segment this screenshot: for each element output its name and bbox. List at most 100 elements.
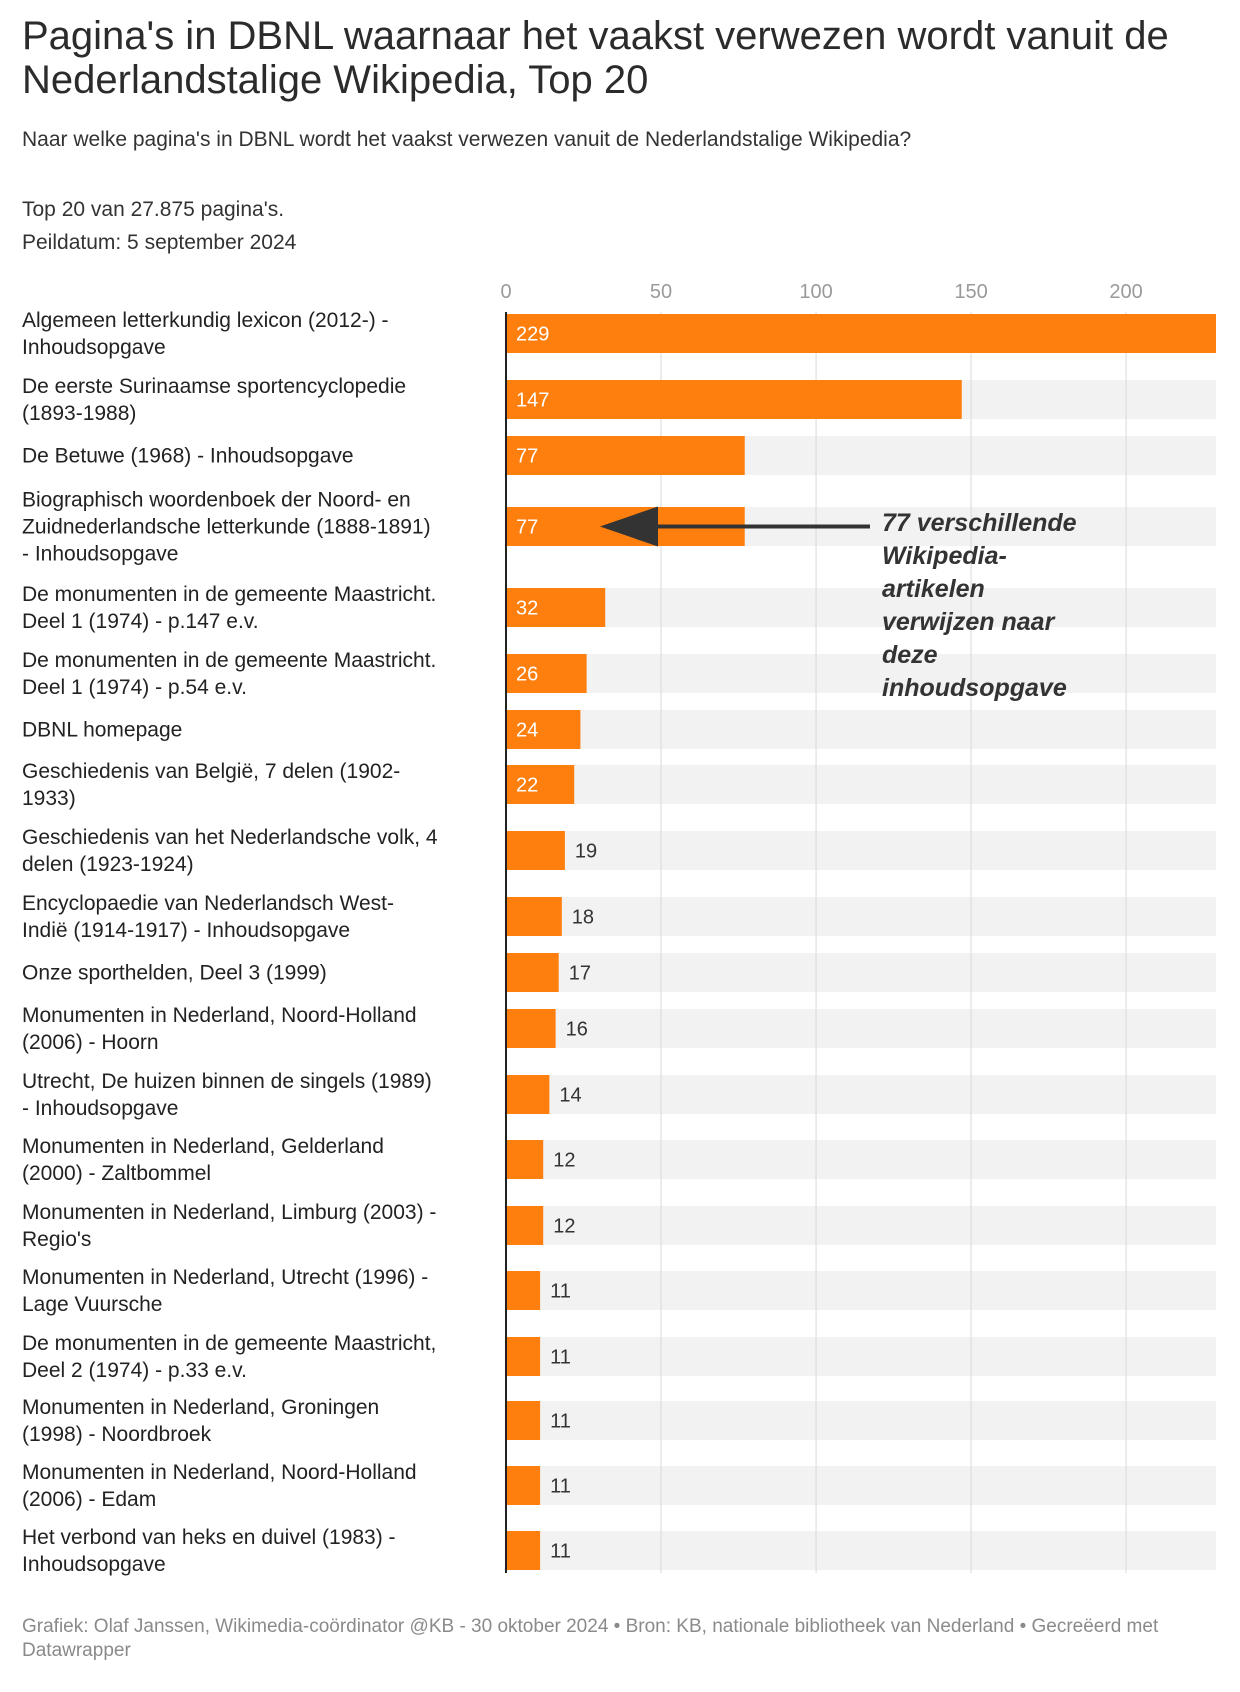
bar-value-label-10: 18 [572,907,594,929]
x-tick-label-150: 150 [954,281,987,303]
bar-track-14 [506,1140,1216,1179]
category-label-line: De monumenten in de gemeente Maastricht. [22,649,436,672]
category-label-line: DBNL homepage [22,719,182,742]
annotation-text-line: verwijzen naar [882,608,1056,636]
annotation-text: 77 verschillende Wikipedia-artikelen verwi… [882,509,1077,702]
bar-8 [506,765,575,804]
chart-note-top20: Top 20 van 27.875 pagina's. [22,198,285,221]
bar-6 [506,654,587,693]
bar-11 [506,953,559,992]
category-label-line: De monumenten in de gemeente Maastricht, [22,1332,436,1355]
category-label-line: Monumenten in Nederland, Utrecht (1996) … [22,1266,428,1289]
category-label-11: Onze sporthelden, Deel 3 (1999) [22,962,327,985]
bar-10 [506,897,562,936]
category-label-line: (2000) - Zaltbommel [22,1162,211,1185]
bar-value-label-1: 229 [516,324,549,346]
category-label-16: Monumenten in Nederland, Utrecht (1996) … [22,1266,428,1316]
bar-2 [506,380,962,419]
category-label-line: (1893-1988) [22,402,136,425]
x-tick-label-200: 200 [1109,281,1142,303]
category-label-8: Geschiedenis van België, 7 delen (1902- 1… [22,760,400,810]
annotation-text-line: 77 verschillende [882,509,1077,537]
bar-7 [506,710,581,749]
category-label-18: Monumenten in Nederland, Groningen (1998)… [22,1396,379,1446]
annotation-text-line: artikelen [882,575,985,603]
category-label-line: Zuidnederlandsche letterkunde (1888-1891… [22,516,431,539]
chart-subtitle: Naar welke pagina's in DBNL wordt het va… [22,128,912,151]
bar-15 [506,1206,544,1245]
bar-track-18 [506,1401,1216,1440]
category-label-line: Deel 1 (1974) - p.147 e.v. [22,610,259,633]
bar-track-5 [506,588,1216,627]
bar-value-label-19: 11 [550,1476,571,1498]
category-label-line: Monumenten in Nederland, Groningen [22,1396,379,1419]
category-label-line: (1998) - Noordbroek [22,1423,212,1446]
bar-value-label-12: 16 [566,1019,588,1041]
bar-value-label-20: 11 [550,1541,571,1563]
bar-value-label-14: 12 [553,1150,575,1172]
bar-9 [506,831,565,870]
category-label-line: De eerste Surinaamse sportencyclopedie [22,375,406,398]
category-label-line: Monumenten in Nederland, Gelderland [22,1135,384,1158]
category-label-7: DBNL homepage [22,719,182,742]
bar-value-label-8: 22 [516,775,538,797]
bar-track-16 [506,1271,1216,1310]
category-label-line: Het verbond van heks en duivel (1983) - [22,1526,396,1549]
bar-1 [506,314,1216,353]
category-label-line: - Inhoudsopgave [22,1097,178,1120]
category-label-20: Het verbond van heks en duivel (1983) - I… [22,1526,396,1576]
category-label-line: Inhoudsopgave [22,336,166,359]
category-label-12: Monumenten in Nederland, Noord-Holland (2… [22,1004,417,1054]
category-label-line: Geschiedenis van België, 7 delen (1902- [22,760,400,783]
category-label-line: Algemeen letterkundig lexicon (2012-) - [22,309,389,332]
x-tick-label-0: 0 [500,281,511,303]
category-label-13: Utrecht, De huizen binnen de singels (19… [22,1070,432,1120]
category-label-line: Utrecht, De huizen binnen de singels (19… [22,1070,432,1093]
bar-track-13 [506,1075,1216,1114]
bar-value-label-5: 32 [516,598,538,620]
category-label-6: De monumenten in de gemeente Maastricht.… [22,649,436,699]
bar-track-19 [506,1466,1216,1505]
x-tick-label-50: 50 [650,281,672,303]
bar-value-label-17: 11 [550,1347,571,1369]
bar-13 [506,1075,550,1114]
category-label-15: Monumenten in Nederland, Limburg (2003) … [22,1201,436,1251]
bar-18 [506,1401,541,1440]
bar-value-label-11: 17 [569,963,591,985]
bar-5 [506,588,606,627]
bar-value-label-16: 11 [550,1281,571,1303]
category-label-3: De Betuwe (1968) - Inhoudsopgave [22,445,354,468]
x-tick-label-100: 100 [799,281,832,303]
annotation-text-line: deze [882,641,938,669]
bar-17 [506,1337,541,1376]
category-label-9: Geschiedenis van het Nederlandsche volk,… [22,826,438,876]
annotation-text-line: Wikipedia- [882,542,1007,570]
category-label-line: Indië (1914-1917) - Inhoudsopgave [22,919,350,942]
category-label-line: Onze sporthelden, Deel 3 (1999) [22,962,327,985]
bar-track-20 [506,1531,1216,1570]
bar-19 [506,1466,541,1505]
bar-value-label-6: 26 [516,664,538,686]
category-label-2: De eerste Surinaamse sportencyclopedie (1… [22,375,406,425]
bar-value-label-18: 11 [550,1411,571,1433]
bar-14 [506,1140,544,1179]
category-label-line: De Betuwe (1968) - Inhoudsopgave [22,445,354,468]
bar-value-label-2: 147 [516,390,549,412]
category-label-line: Deel 2 (1974) - p.33 e.v. [22,1359,247,1382]
category-label-line: Geschiedenis van het Nederlandsche volk,… [22,826,438,849]
chart-note-peildatum: Peildatum: 5 september 2024 [22,231,297,254]
bar-value-label-9: 19 [575,841,597,863]
bar-value-label-13: 14 [559,1085,581,1107]
category-label-line: delen (1923-1924) [22,853,194,876]
category-label-line: Encyclopaedie van Nederlandsch West- [22,892,394,915]
category-label-4: Biographisch woordenboek der Noord- en Zu… [22,489,431,566]
category-label-line: Monumenten in Nederland, Noord-Holland [22,1461,417,1484]
bar-chart: 0 50 100 150 200 229 Algemeen letterkundig lex… [22,281,1216,1576]
category-label-19: Monumenten in Nederland, Noord-Holland (2… [22,1461,417,1511]
category-label-line: (2006) - Edam [22,1488,156,1511]
category-label-1: Algemeen letterkundig lexicon (2012-) - I… [22,309,389,359]
bar-track-10 [506,897,1216,936]
chart-footer-credits: Grafiek: Olaf Janssen, Wikimedia-coördin… [22,1616,1159,1661]
bar-track-11 [506,953,1216,992]
category-label-line: - Inhoudsopgave [22,543,178,566]
